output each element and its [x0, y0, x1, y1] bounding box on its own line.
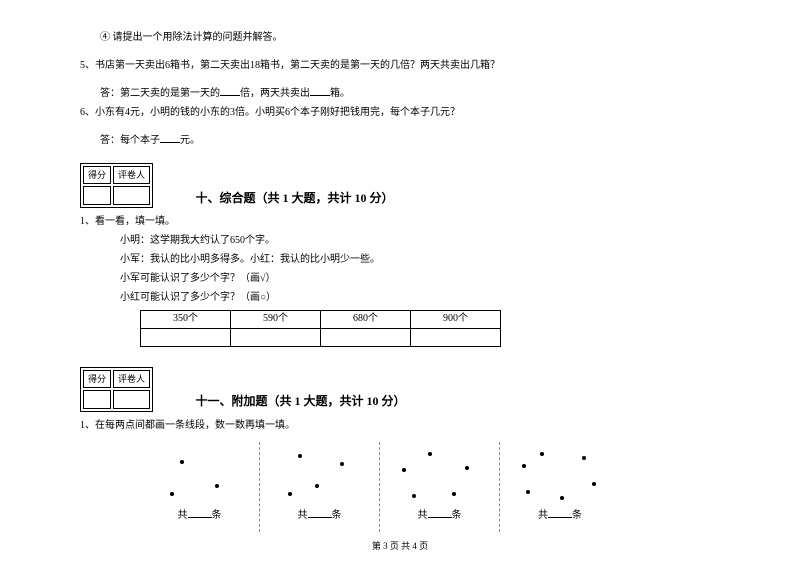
dot-point: [180, 460, 184, 464]
table-cell: 350个: [141, 310, 231, 328]
label-suffix: 条: [212, 510, 222, 521]
dot-point: [215, 484, 219, 488]
label-prefix: 共: [178, 510, 188, 521]
s10-line2: 小军：我认的比小明多得多。小红：我认的比小明少一些。: [120, 252, 720, 268]
page-footer: 第 3 页 共 4 页: [0, 539, 800, 553]
label-prefix: 共: [298, 510, 308, 521]
dot-panel: 共条: [140, 442, 260, 532]
score-box: 得分 评卷人: [80, 367, 153, 412]
table-row: 350个 590个 680个 900个: [141, 310, 501, 328]
blank-field[interactable]: [160, 133, 180, 143]
q5-ans-mid: 倍，两天共卖出: [240, 88, 310, 99]
label-suffix: 条: [332, 510, 342, 521]
dot-point: [288, 492, 292, 496]
q6-ans-suffix: 元。: [180, 135, 200, 146]
dot-point: [452, 492, 456, 496]
dot-area[interactable]: [140, 442, 260, 506]
dot-point: [522, 464, 526, 468]
dot-panel: 共条: [260, 442, 380, 532]
table-cell-blank[interactable]: [231, 328, 321, 346]
s10-q1: 1、看一看，填一填。: [80, 214, 720, 230]
label-prefix: 共: [538, 510, 548, 521]
dot-point: [582, 456, 586, 460]
panel-label: 共条: [500, 508, 620, 524]
s10-line4: 小红可能认识了多少个字？（画○）: [120, 290, 720, 306]
panel-label: 共条: [260, 508, 379, 524]
dot-panel: 共条: [500, 442, 620, 532]
grader-cell[interactable]: [113, 186, 150, 204]
label-suffix: 条: [452, 510, 462, 521]
table-cell: 680个: [321, 310, 411, 328]
table-cell-blank[interactable]: [141, 328, 231, 346]
dot-point: [592, 482, 596, 486]
panel-label: 共条: [140, 508, 259, 524]
blank-field[interactable]: [310, 86, 330, 96]
question-6: 6、小东有4元，小明的钱的小东的3倍。小明买6个本子刚好把钱用完，每个本子几元？: [80, 105, 720, 121]
q5-ans-suffix: 箱。: [330, 88, 350, 99]
score-cell[interactable]: [83, 186, 111, 204]
s11-q1: 1、在每两点间都画一条线段，数一数再填一填。: [80, 418, 720, 434]
label-suffix: 条: [572, 510, 582, 521]
score-cell[interactable]: [83, 390, 111, 408]
section-11-header: 得分 评卷人 十一、附加题（共 1 大题，共计 10 分）: [80, 367, 720, 412]
question-5-answer: 答：第二天卖的是第一天的 倍，两天共卖出 箱。: [100, 86, 720, 102]
dot-area[interactable]: [380, 442, 500, 506]
grader-cell[interactable]: [113, 390, 150, 408]
blank-field[interactable]: [220, 86, 240, 96]
dot-point: [412, 494, 416, 498]
dot-point: [540, 452, 544, 456]
question-5: 5、书店第一天卖出6箱书，第二天卖出18箱书，第二天卖的是第一天的几倍？两天共卖…: [80, 58, 720, 74]
table-cell: 900个: [411, 310, 501, 328]
dot-area[interactable]: [260, 442, 380, 506]
panel-label: 共条: [380, 508, 499, 524]
s10-line1: 小明：这学期我大约认了650个字。: [120, 233, 720, 249]
grader-label: 评卷人: [113, 166, 150, 184]
q5-ans-prefix: 答：第二天卖的是第一天的: [100, 88, 220, 99]
score-box: 得分 评卷人: [80, 163, 153, 208]
dot-area[interactable]: [500, 442, 620, 506]
dot-panel: 共条: [380, 442, 500, 532]
dot-point: [298, 454, 302, 458]
dot-point: [526, 490, 530, 494]
choice-table: 350个 590个 680个 900个: [140, 310, 501, 347]
blank-field[interactable]: [188, 508, 212, 518]
table-cell: 590个: [231, 310, 321, 328]
s10-line3: 小军可能认识了多少个字？（画√）: [120, 271, 720, 287]
dot-point: [465, 466, 469, 470]
grader-label: 评卷人: [113, 370, 150, 388]
dot-point: [402, 468, 406, 472]
table-cell-blank[interactable]: [321, 328, 411, 346]
score-label: 得分: [83, 370, 111, 388]
label-prefix: 共: [418, 510, 428, 521]
section-10-title: 十、综合题（共 1 大题，共计 10 分）: [196, 189, 394, 208]
score-label: 得分: [83, 166, 111, 184]
dot-point: [170, 492, 174, 496]
dot-point: [315, 484, 319, 488]
question-6-answer: 答：每个本子 元。: [100, 133, 720, 149]
q6-ans-prefix: 答：每个本子: [100, 135, 160, 146]
dot-point: [340, 462, 344, 466]
blank-field[interactable]: [548, 508, 572, 518]
question-4-sub: ④ 请提出一个用除法计算的问题并解答。: [100, 30, 720, 46]
section-11-title: 十一、附加题（共 1 大题，共计 10 分）: [196, 392, 406, 411]
table-cell-blank[interactable]: [411, 328, 501, 346]
blank-field[interactable]: [428, 508, 452, 518]
dot-point: [428, 452, 432, 456]
dots-panels: 共条共条共条共条: [140, 442, 720, 532]
table-row: [141, 328, 501, 346]
dot-point: [560, 496, 564, 500]
section-10-header: 得分 评卷人 十、综合题（共 1 大题，共计 10 分）: [80, 163, 720, 208]
blank-field[interactable]: [308, 508, 332, 518]
